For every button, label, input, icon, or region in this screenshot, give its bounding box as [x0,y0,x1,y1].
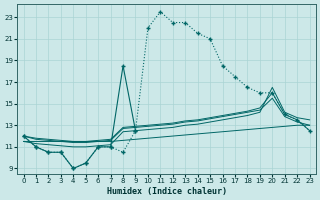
X-axis label: Humidex (Indice chaleur): Humidex (Indice chaleur) [107,187,227,196]
